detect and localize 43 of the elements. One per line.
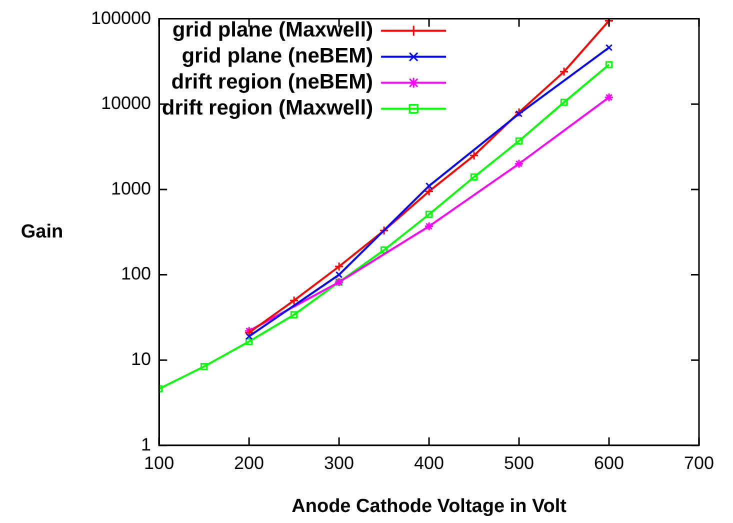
y-tick-label: 10 [131,349,152,370]
x-tick-label: 200 [234,453,264,474]
x-tick-label: 700 [684,453,714,474]
legend-label: grid plane (neBEM) [182,44,374,68]
legend-label: drift region (neBEM) [171,70,374,94]
point [424,186,434,196]
point [469,150,479,160]
point [380,246,388,254]
point [514,159,524,169]
point [470,173,478,181]
point [560,98,568,106]
legend-label: drift region (Maxwell) [162,96,374,120]
point [200,362,208,370]
y-tick-label: 1000 [111,178,152,198]
point [559,66,569,76]
y-tick-label: 10000 [101,93,152,114]
point [424,222,434,232]
point [515,110,523,118]
point [425,210,433,218]
point [514,108,524,118]
point [605,61,613,68]
point [289,296,299,306]
y-tick-label: 100 [121,264,152,284]
point [334,262,344,272]
point [245,338,253,346]
y-tick-label: 100000 [90,8,152,28]
point [605,44,613,52]
point [335,271,343,278]
y-axis-title: Gain [20,221,64,242]
x-tick-label: 500 [504,453,534,474]
point [245,332,253,340]
x-tick-label: 100 [144,453,174,474]
x-axis-title: Anode Cathode Voltage in Volt [292,496,568,518]
x-tick-label: 400 [414,453,444,474]
legend-label: grid plane (Maxwell) [172,18,374,42]
point [290,311,298,318]
point [425,182,433,190]
point [379,226,389,236]
point [604,92,614,102]
y-tick-label: 1 [141,434,152,454]
x-tick-label: 300 [324,453,354,474]
point [515,137,523,145]
x-tick-label: 600 [594,453,624,474]
